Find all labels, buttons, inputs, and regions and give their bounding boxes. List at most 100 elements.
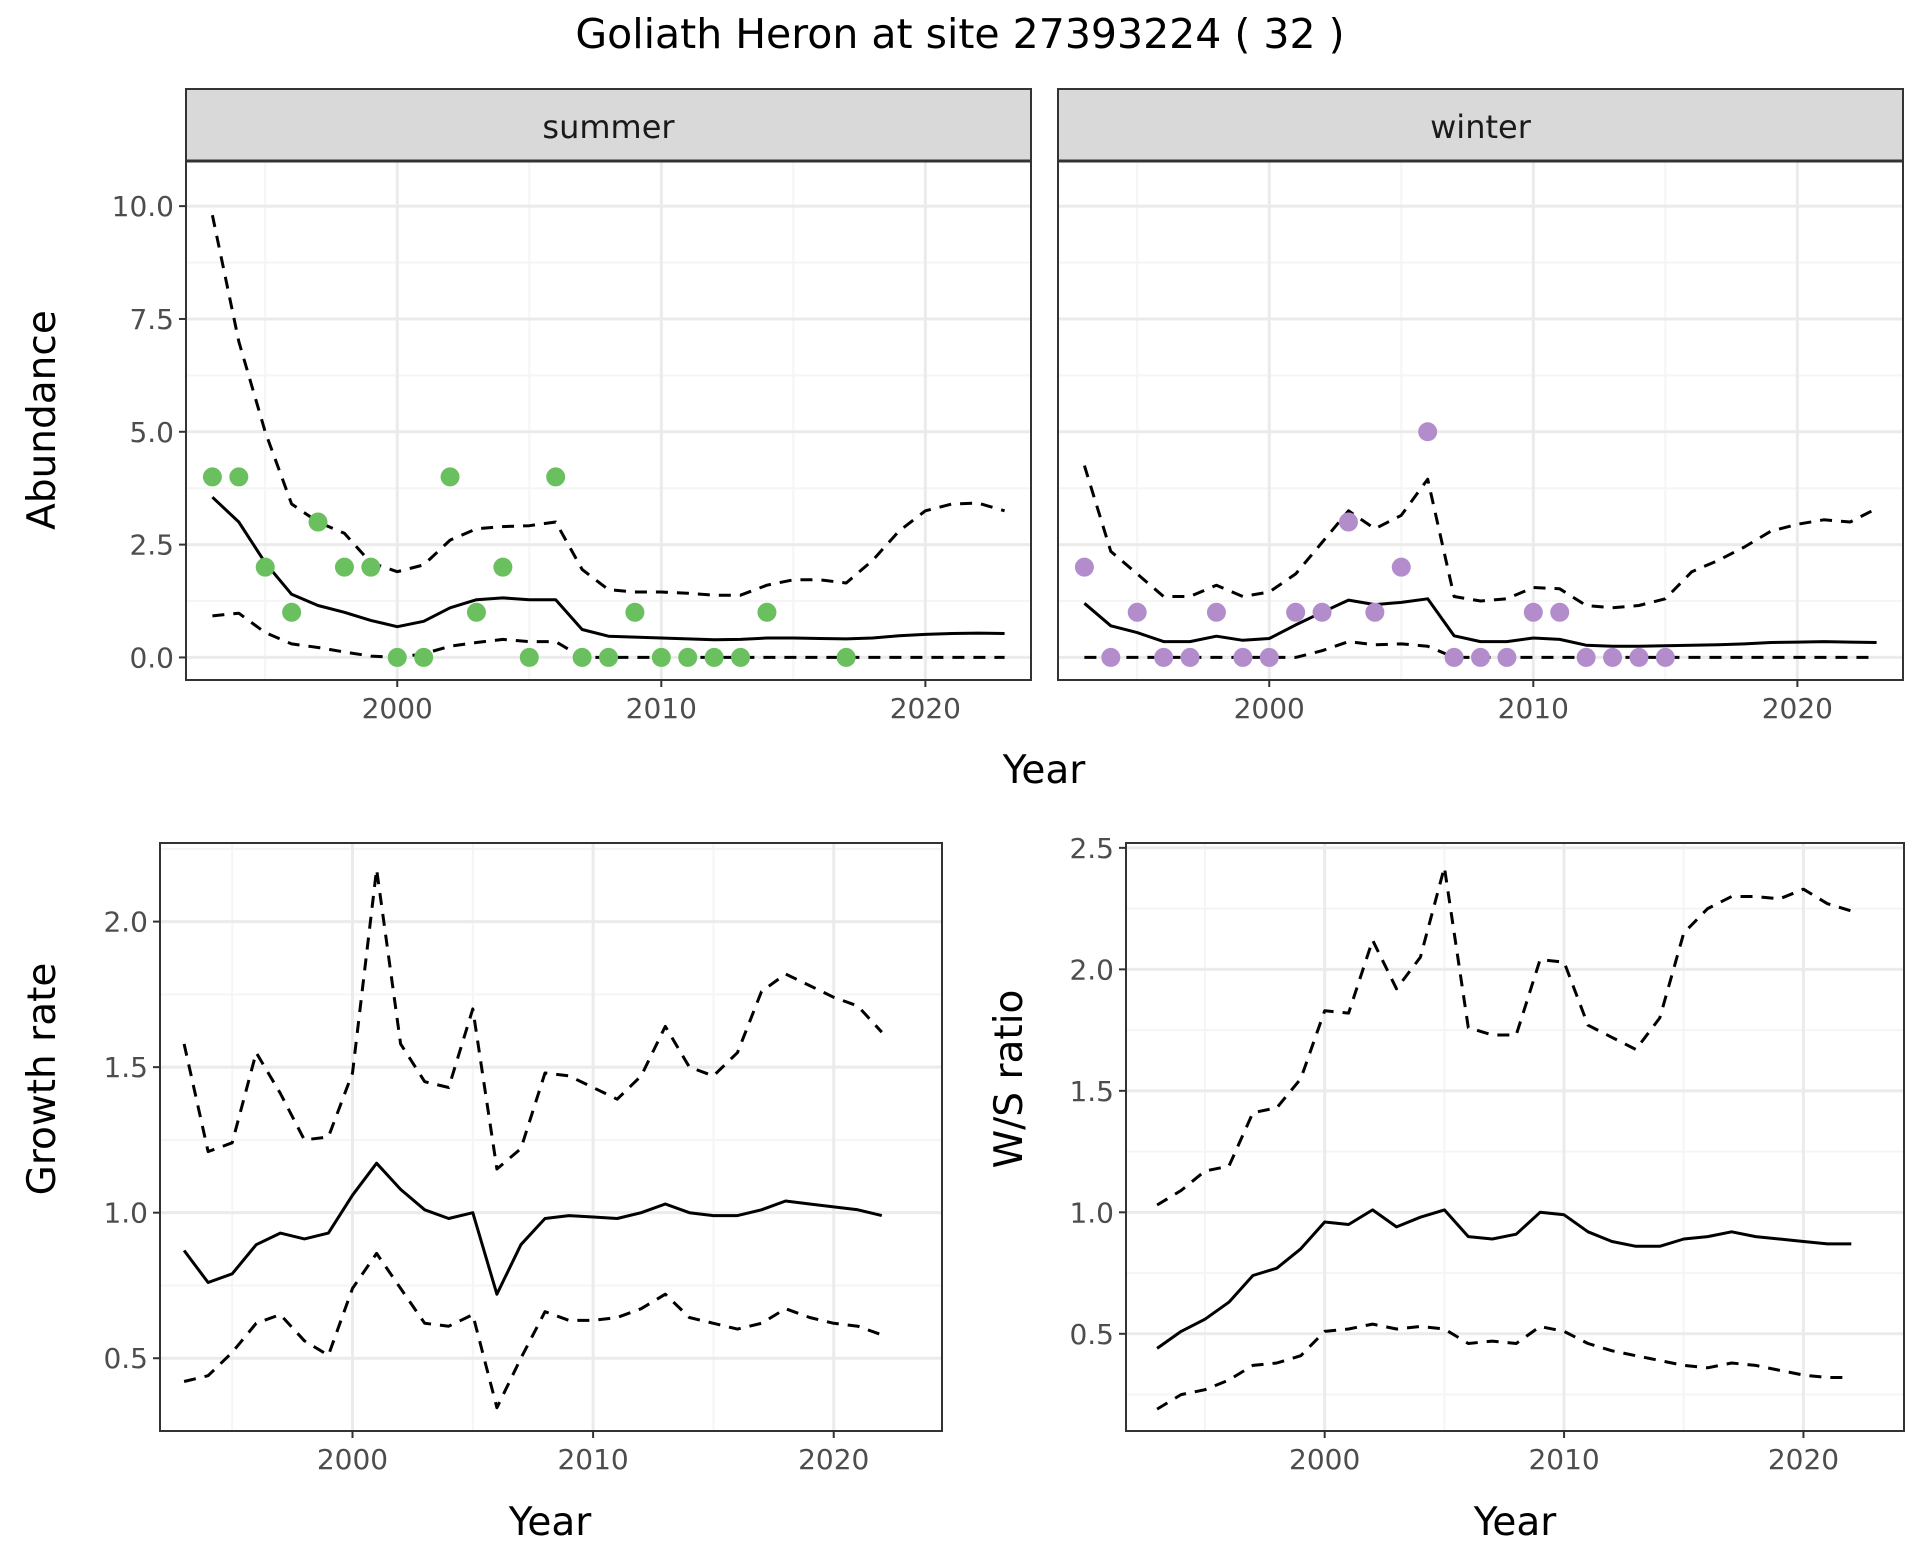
x-tick-label: 2000 <box>317 1443 388 1476</box>
y-tick-label: 1.0 <box>103 1197 148 1230</box>
data-point <box>1523 602 1543 622</box>
data-point <box>1655 647 1675 667</box>
data-point <box>308 512 328 532</box>
data-point <box>1576 647 1596 667</box>
data-point <box>1603 647 1623 667</box>
series-line-lower-bound <box>183 1251 883 1410</box>
strip-summer-label: summer <box>542 108 675 146</box>
strip-summer-background <box>186 89 1031 161</box>
data-point <box>1206 602 1226 622</box>
y-tick-label: 10.0 <box>112 190 174 223</box>
data-point <box>599 647 618 667</box>
series-line-mean <box>182 1161 883 1296</box>
x-tick-label: 2020 <box>798 1443 869 1476</box>
y-tick-label: 0.5 <box>1069 1318 1114 1351</box>
data-point <box>519 647 539 667</box>
data-point <box>1365 602 1385 622</box>
top-x-axis-title: Year <box>1002 748 1087 793</box>
data-point <box>651 647 671 667</box>
y-tick-label: 2.0 <box>103 906 148 939</box>
data-point <box>1550 602 1570 622</box>
data-point <box>493 557 513 577</box>
series-line-lower-bound <box>212 611 1005 659</box>
data-point <box>282 602 302 622</box>
series-line-upper-bound <box>210 214 1006 597</box>
growth-x-axis-title: Year <box>508 1500 593 1545</box>
series-line-upper-bound <box>1156 865 1852 1207</box>
data-point <box>1074 557 1094 577</box>
strip-outline <box>1057 88 1904 162</box>
x-tick-label: 2000 <box>1289 1443 1360 1476</box>
data-point <box>731 647 751 667</box>
series-line-upper-bound <box>182 867 883 1171</box>
data-point <box>361 557 381 577</box>
x-tick-label: 2000 <box>362 692 433 725</box>
x-tick-label: 2010 <box>557 1443 628 1476</box>
x-tick-label: 2020 <box>1768 1443 1839 1476</box>
data-point <box>255 557 275 577</box>
data-point <box>1127 602 1147 622</box>
data-point <box>414 647 434 667</box>
data-point <box>440 467 460 487</box>
panel-summer-abundance: 2000 2010 2020 0.0 2.5 5.0 7.5 10.0 <box>112 88 1032 725</box>
strip-winter-background <box>1058 89 1903 161</box>
series-line-mean <box>1083 597 1877 648</box>
ws-x-axis-title: Year <box>1473 1500 1558 1545</box>
panel-border <box>159 842 943 1432</box>
y-tick-label: 2.0 <box>1069 953 1114 986</box>
x-tick-label: 2010 <box>1498 692 1569 725</box>
data-point <box>546 467 566 487</box>
series-line-mean <box>1156 1208 1852 1350</box>
y-tick-label: 2.5 <box>1069 832 1114 865</box>
data-point <box>678 647 698 667</box>
top-y-axis-title: Abundance <box>20 310 65 530</box>
data-point <box>836 647 856 667</box>
growth-y-axis-title: Growth rate <box>20 963 65 1196</box>
series-line-lower-bound <box>1156 1322 1852 1411</box>
panel-winter-abundance: 2000 2010 2020 <box>1057 88 1904 725</box>
x-tick-label: 2010 <box>1528 1443 1599 1476</box>
data-point <box>1180 647 1200 667</box>
data-point <box>1233 647 1253 667</box>
data-point <box>625 602 645 622</box>
series-line-upper-bound <box>1082 465 1878 610</box>
data-point <box>1312 602 1332 622</box>
data-point <box>1444 647 1464 667</box>
data-point <box>1338 512 1358 532</box>
series-line-mean <box>211 496 1005 642</box>
data-point <box>334 557 354 577</box>
strip-outline <box>185 88 1032 162</box>
data-point <box>1154 647 1174 667</box>
y-tick-label: 1.0 <box>1069 1196 1114 1229</box>
y-tick-label: 1.5 <box>103 1051 148 1084</box>
y-tick-label: 2.5 <box>129 529 174 562</box>
data-point <box>1259 647 1279 667</box>
data-point <box>1286 602 1306 622</box>
panel-ws-ratio: 2000 2010 2020 0.5 1.0 1.5 2.0 2.5 <box>1069 832 1905 1476</box>
figure-title: Goliath Heron at site 27393224 ( 32 ) <box>575 10 1344 58</box>
data-point <box>229 467 249 487</box>
y-tick-label: 5.0 <box>129 416 174 449</box>
x-tick-label: 2020 <box>1762 692 1833 725</box>
y-tick-label: 0.5 <box>103 1342 148 1375</box>
x-tick-label: 2000 <box>1234 692 1305 725</box>
data-point <box>1101 647 1121 667</box>
x-tick-label: 2020 <box>890 692 961 725</box>
data-point <box>1629 647 1649 667</box>
y-tick-label: 0.0 <box>129 641 174 674</box>
strip-winter-label: winter <box>1430 108 1532 146</box>
data-point <box>704 647 724 667</box>
data-point <box>1471 647 1490 667</box>
data-point <box>466 602 486 622</box>
data-point <box>1497 647 1517 667</box>
data-point <box>387 647 407 667</box>
panel-growth-rate: 2000 2010 2020 0.5 1.0 1.5 2.0 <box>103 842 943 1476</box>
data-point <box>757 602 777 622</box>
data-point <box>572 647 592 667</box>
y-tick-label: 1.5 <box>1069 1075 1114 1108</box>
y-tick-label: 7.5 <box>129 303 174 336</box>
data-point <box>1418 422 1438 442</box>
ws-y-axis-title: W/S ratio <box>987 990 1032 1169</box>
